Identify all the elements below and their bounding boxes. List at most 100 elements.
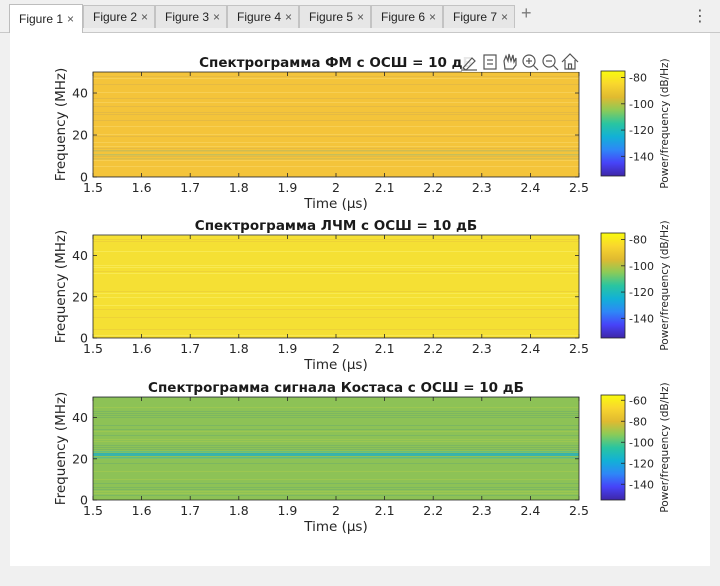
frequency-bin-stripe bbox=[93, 150, 579, 152]
x-tick-label: 2.1 bbox=[375, 503, 395, 518]
chart-title: Спектрограмма ФМ с ОСШ = 10 дБ bbox=[199, 55, 473, 71]
x-tick-label: 2.3 bbox=[472, 180, 492, 195]
x-tick-label: 2 bbox=[332, 180, 340, 195]
home-icon[interactable] bbox=[561, 53, 579, 70]
frequency-bin-stripe bbox=[93, 92, 579, 93]
pan-icon[interactable] bbox=[503, 53, 517, 70]
frequency-bin-stripe bbox=[93, 156, 579, 157]
frequency-bin-stripe bbox=[93, 102, 579, 103]
x-tick-label: 1.9 bbox=[277, 341, 297, 356]
x-tick-label: 1.7 bbox=[180, 180, 200, 195]
data-tips-icon[interactable] bbox=[483, 54, 497, 70]
colorbar-tick-label: -120 bbox=[629, 286, 654, 299]
close-icon[interactable]: × bbox=[213, 10, 221, 24]
spectrogram-image[interactable] bbox=[93, 235, 579, 338]
x-tick-label: 1.9 bbox=[277, 503, 297, 518]
close-icon[interactable]: × bbox=[285, 10, 293, 24]
x-axis-label: Time (μs) bbox=[303, 196, 368, 212]
frequency-bin-stripe bbox=[93, 329, 579, 330]
frequency-bin-stripe bbox=[93, 435, 579, 436]
spectrogram-panel-2: 1.5 1.6 1.7 1.8 1.9 2 2.1 2.2 2.3 2.4 2.5 0 20 40 Спек… bbox=[53, 218, 671, 373]
close-icon[interactable]: × bbox=[429, 10, 437, 24]
x-tick-label: 2.1 bbox=[375, 180, 395, 195]
frequency-bin-stripe bbox=[93, 317, 579, 318]
y-axis-label: Frequency (MHz) bbox=[53, 392, 69, 505]
x-tick-label: 1.8 bbox=[229, 180, 249, 195]
spectrogram-bins bbox=[93, 76, 579, 177]
spectrogram-image[interactable] bbox=[93, 397, 579, 500]
tab-label: Figure 3 bbox=[165, 10, 210, 24]
colorbar-tick-label: -140 bbox=[629, 312, 654, 325]
frequency-bin-stripe bbox=[93, 134, 579, 135]
x-tick-label: 1.9 bbox=[277, 180, 297, 195]
frequency-bin-stripe bbox=[93, 106, 579, 107]
frequency-bin-stripe bbox=[93, 451, 579, 453]
tab-label: Figure 1 bbox=[19, 12, 64, 26]
spectrogram-panel-3: 1.5 1.6 1.7 1.8 1.9 2 2.1 2.2 2.3 2.4 2.5 0 20 40 Спек… bbox=[53, 380, 671, 535]
x-tick-label: 2 bbox=[332, 503, 340, 518]
frequency-bin-stripe bbox=[93, 158, 579, 160]
frequency-bin-stripe bbox=[93, 160, 579, 161]
frequency-bin-stripe bbox=[93, 265, 579, 266]
brush-icon[interactable] bbox=[461, 57, 477, 71]
frequency-bin-stripe bbox=[93, 463, 579, 464]
close-icon[interactable]: × bbox=[67, 12, 75, 26]
x-tick-label: 2 bbox=[332, 341, 340, 356]
tab-figure-4[interactable]: Figure 4 × bbox=[227, 5, 299, 28]
colorbar-label: Power/frequency (dB/Hz) bbox=[659, 382, 671, 512]
x-axis-label: Time (μs) bbox=[303, 519, 368, 535]
close-icon[interactable]: × bbox=[357, 10, 365, 24]
frequency-bin-stripe bbox=[93, 98, 579, 99]
frequency-bin-stripe bbox=[93, 148, 579, 149]
colorbar-tick-label: -120 bbox=[629, 457, 654, 470]
zoom-out-icon[interactable] bbox=[542, 54, 559, 71]
x-tick-label: 2.5 bbox=[569, 180, 589, 195]
colorbar[interactable] bbox=[600, 70, 626, 177]
frequency-bin-stripe bbox=[93, 267, 579, 268]
x-tick-label: 1.8 bbox=[229, 503, 249, 518]
tab-label: Figure 4 bbox=[237, 10, 282, 24]
colorbar[interactable] bbox=[600, 232, 626, 339]
frequency-bin-stripe bbox=[93, 431, 579, 432]
spectrogram-bins bbox=[93, 397, 579, 496]
colorbar-tick-label: -140 bbox=[629, 478, 654, 491]
colorbar-tick-label: -120 bbox=[629, 124, 654, 137]
y-axis-label: Frequency (MHz) bbox=[53, 68, 69, 181]
x-tick-label: 2.2 bbox=[423, 341, 443, 356]
y-tick-label: 20 bbox=[72, 128, 88, 143]
tab-figure-3[interactable]: Figure 3 × bbox=[155, 5, 227, 28]
frequency-bin-stripe bbox=[93, 305, 579, 306]
frequency-bin-stripe bbox=[93, 453, 579, 456]
frequency-bin-stripe bbox=[93, 429, 579, 430]
tab-figure-6[interactable]: Figure 6 × bbox=[371, 5, 443, 28]
tab-figure-7[interactable]: Figure 7 × bbox=[443, 5, 515, 28]
frequency-bin-stripe bbox=[93, 411, 579, 412]
x-tick-label: 2.4 bbox=[520, 341, 540, 356]
x-tick-label: 2.5 bbox=[569, 503, 589, 518]
frequency-bin-stripe bbox=[93, 425, 579, 426]
frequency-bin-stripe bbox=[93, 439, 579, 440]
x-tick-label: 1.5 bbox=[83, 503, 103, 518]
close-icon[interactable]: × bbox=[501, 10, 509, 24]
frequency-bin-stripe bbox=[93, 449, 579, 450]
zoom-in-icon[interactable] bbox=[522, 54, 539, 71]
axes-toolbar-background bbox=[462, 52, 582, 72]
x-tick-label: 2.2 bbox=[423, 180, 443, 195]
tab-figure-1[interactable]: Figure 1 × bbox=[9, 4, 83, 33]
add-figure-button[interactable]: + bbox=[521, 3, 532, 23]
y-tick-label: 0 bbox=[80, 331, 88, 346]
frequency-bin-stripe bbox=[93, 457, 579, 459]
colorbar[interactable] bbox=[600, 394, 626, 501]
figure-menu-icon[interactable]: ⋮ bbox=[692, 8, 708, 25]
tab-figure-2[interactable]: Figure 2 × bbox=[83, 5, 155, 28]
colorbar-tick-label: -140 bbox=[629, 150, 654, 163]
x-tick-label: 1.5 bbox=[83, 341, 103, 356]
close-icon[interactable]: × bbox=[141, 10, 149, 24]
tab-figure-5[interactable]: Figure 5 × bbox=[299, 5, 371, 28]
figure-plots: 1.5 1.6 1.7 1.8 1.9 2 2.1 2.2 2.3 2.4 2.502040Спек… bbox=[53, 52, 671, 535]
frequency-bin-stripe bbox=[93, 112, 579, 113]
spectrogram-image[interactable] bbox=[93, 72, 579, 177]
frequency-bin-stripe bbox=[93, 491, 579, 492]
tab-label: Figure 5 bbox=[309, 10, 354, 24]
frequency-bin-stripe bbox=[93, 297, 579, 298]
